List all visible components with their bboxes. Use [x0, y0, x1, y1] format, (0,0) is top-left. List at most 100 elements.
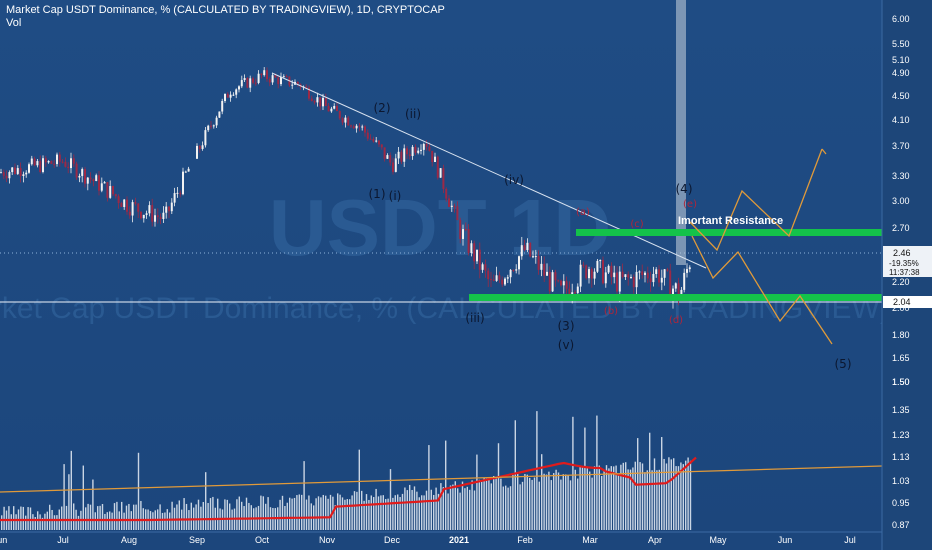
candle-body-75 [215, 117, 218, 126]
volume-bar-48 [116, 501, 118, 530]
volume-bar-207 [497, 443, 500, 530]
wave-red-1: (a) [576, 207, 590, 218]
volume-bar-267 [641, 463, 644, 530]
volume-bar-262 [629, 469, 632, 530]
candle-body-180 [509, 269, 512, 278]
candle-body-230 [649, 278, 652, 283]
candle-body-201 [568, 288, 571, 297]
candle-body-116 [330, 108, 333, 112]
candle-body-238 [672, 288, 674, 299]
volume-bar-87 [209, 498, 212, 530]
candle-body-109 [310, 98, 313, 102]
volume-bar-259 [622, 462, 624, 530]
candle-body-193 [546, 271, 548, 276]
wave-sub-2: (ii) [405, 107, 421, 121]
price-tick-5.50: 5.50 [892, 39, 910, 49]
volume-bar-117 [281, 495, 284, 530]
volume-bar-151 [363, 500, 365, 530]
volume-bar-110 [265, 503, 267, 530]
candle-body-204 [576, 286, 579, 293]
volume-bar-142 [341, 497, 344, 530]
volume-tick-1.50: 1.50 [892, 377, 910, 387]
candle-body-14 [39, 161, 42, 173]
support-zone [469, 294, 882, 301]
volume-bar-127 [305, 499, 308, 530]
volume-bar-109 [262, 496, 264, 530]
candle-body-178 [504, 278, 506, 285]
volume-bar-134 [322, 494, 324, 530]
candle-body-123 [350, 125, 352, 127]
bullish-projection [689, 148, 823, 252]
candle-body-15 [42, 158, 44, 173]
candle-body-149 [422, 143, 425, 150]
candle-body-98 [280, 76, 282, 85]
volume-bar-85 [205, 472, 207, 530]
candle-body-22 [61, 161, 64, 163]
volume-bar-9 [22, 506, 24, 530]
volume-bar-177 [425, 490, 428, 530]
volume-bar-36 [87, 503, 89, 530]
volume-bar-18 [44, 513, 46, 530]
candle-body-34 [95, 175, 98, 182]
candle-body-228 [644, 272, 646, 276]
wave-main-3: (3) [558, 319, 575, 333]
candle-body-159 [450, 205, 453, 207]
volume-bar-220 [529, 477, 531, 530]
candle-body-167 [473, 243, 476, 262]
volume-bar-30 [73, 503, 75, 530]
candle-body-108 [308, 87, 310, 99]
x-tick-Apr: Apr [648, 535, 662, 545]
candle-body-207 [585, 265, 588, 279]
price-tick-2.70: 2.70 [892, 223, 910, 233]
volume-bar-248 [596, 415, 598, 530]
candle-body-243 [686, 269, 688, 273]
volume-bar-102 [245, 497, 248, 530]
volume-bar-28 [68, 474, 70, 530]
volume-bar-162 [389, 469, 392, 530]
candle-body-157 [445, 188, 448, 199]
volume-bar-277 [665, 463, 668, 530]
volume-bar-251 [603, 470, 605, 530]
volume-moving-average [0, 456, 697, 522]
candle-body-140 [397, 151, 400, 159]
candle-body-203 [574, 292, 576, 294]
volume-bar-252 [605, 465, 608, 530]
volume-bar-172 [413, 486, 416, 530]
volume-bar-158 [380, 495, 382, 530]
volume-bar-42 [101, 504, 104, 530]
last-price-change: -19.35% [889, 259, 919, 268]
candle-body-33 [92, 179, 95, 182]
volume-bar-183 [440, 483, 442, 530]
candle-body-134 [380, 144, 383, 148]
candle-body-65 [182, 171, 184, 195]
candle-body-117 [333, 106, 336, 109]
candle-body-175 [495, 275, 498, 281]
candle-body-35 [98, 175, 100, 191]
candle-body-32 [89, 177, 92, 180]
candle-body-112 [319, 97, 322, 107]
volume-bar-149 [358, 449, 360, 530]
candle-body-186 [526, 242, 529, 251]
candle-body-83 [238, 86, 240, 90]
volume-bar-35 [85, 507, 87, 530]
volume-bar-95 [229, 503, 231, 530]
candle-body-242 [683, 272, 686, 290]
wave-red-4: (d) [669, 315, 683, 326]
volume-bar-176 [423, 495, 425, 530]
price-tick-2.20: 2.20 [892, 277, 910, 287]
volume-bar-209 [502, 486, 504, 530]
volume-bar-224 [538, 481, 540, 530]
volume-bar-166 [399, 497, 401, 530]
candle-body-46 [128, 211, 131, 216]
candle-body-11 [30, 158, 33, 165]
candle-body-142 [403, 148, 406, 162]
candle-body-69 [198, 145, 201, 149]
volume-bar-253 [608, 468, 610, 530]
candle-body-80 [229, 94, 232, 98]
candle-body-181 [512, 269, 515, 271]
volume-bar-100 [241, 501, 243, 530]
candle-body-237 [669, 270, 672, 299]
volume-bar-63 [152, 512, 154, 530]
candle-body-28 [78, 175, 81, 178]
